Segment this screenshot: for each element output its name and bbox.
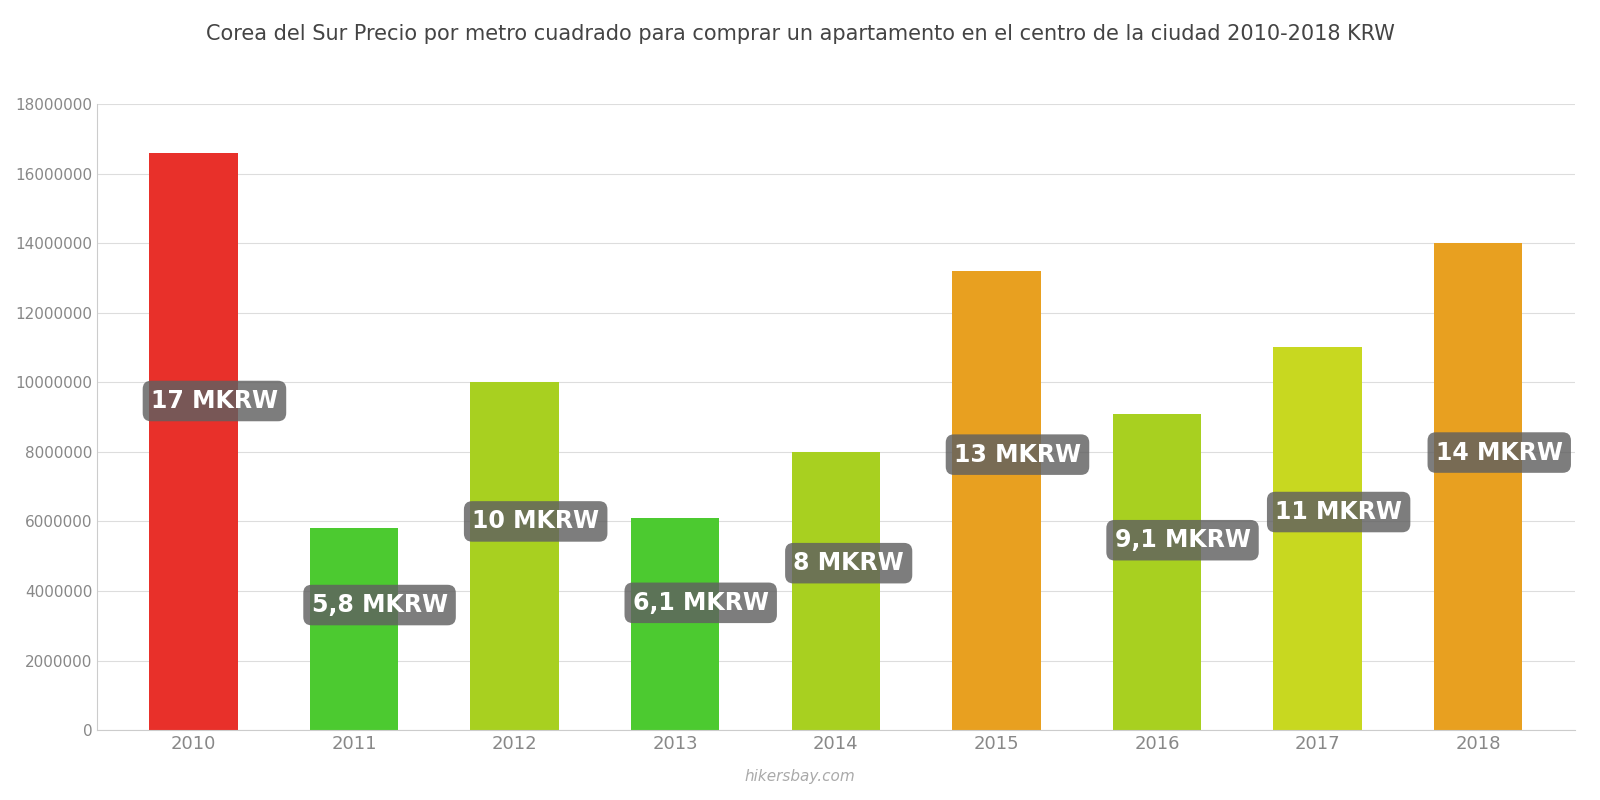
Text: hikersbay.com: hikersbay.com: [744, 769, 856, 784]
Bar: [470, 382, 558, 730]
Text: 5,8 MKRW: 5,8 MKRW: [312, 593, 448, 617]
Text: 11 MKRW: 11 MKRW: [1275, 500, 1402, 524]
Text: 13 MKRW: 13 MKRW: [954, 442, 1082, 466]
Text: 8 MKRW: 8 MKRW: [794, 551, 904, 575]
Text: 14 MKRW: 14 MKRW: [1435, 441, 1563, 465]
Bar: [792, 452, 880, 730]
Bar: [310, 528, 398, 730]
Bar: [1434, 243, 1522, 730]
Text: 9,1 MKRW: 9,1 MKRW: [1115, 528, 1251, 552]
Bar: [149, 153, 237, 730]
Bar: [1114, 414, 1202, 730]
Bar: [630, 518, 720, 730]
Bar: [952, 271, 1040, 730]
Text: 6,1 MKRW: 6,1 MKRW: [632, 591, 768, 615]
Text: 10 MKRW: 10 MKRW: [472, 510, 598, 534]
Bar: [1274, 347, 1362, 730]
Text: 17 MKRW: 17 MKRW: [150, 389, 278, 413]
Text: Corea del Sur Precio por metro cuadrado para comprar un apartamento en el centro: Corea del Sur Precio por metro cuadrado …: [205, 24, 1395, 44]
